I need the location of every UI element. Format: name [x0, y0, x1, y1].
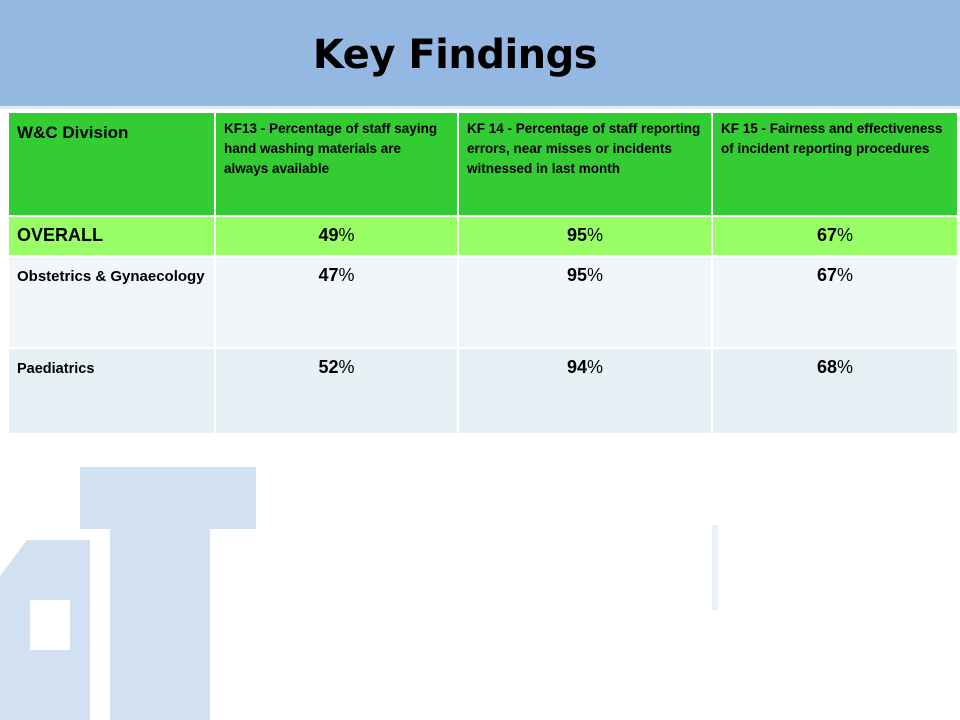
table-row-overall: OVERALL 49% 95% 67%: [9, 217, 957, 255]
value-number: 47: [318, 265, 339, 285]
value-number: 49: [318, 225, 339, 245]
percent-unit: %: [837, 225, 854, 245]
value-cell: 67%: [713, 257, 957, 347]
value-cell: 49%: [216, 217, 457, 255]
value-cell: 52%: [216, 349, 457, 433]
value-number: 95: [566, 225, 587, 245]
percent-unit: %: [338, 225, 355, 245]
percent-unit: %: [837, 265, 854, 285]
value-number: 67: [816, 225, 837, 245]
table-row-obstetrics: Obstetrics & Gynaecology 47% 95% 67%: [9, 257, 957, 347]
row-label: Paediatrics: [9, 349, 214, 433]
value-number: 95: [566, 265, 587, 285]
header-kf13: KF13 - Percentage of staff saying hand w…: [216, 113, 457, 215]
header-division: W&C Division: [9, 113, 214, 215]
value-cell: 95%: [459, 217, 711, 255]
percent-unit: %: [587, 225, 604, 245]
value-cell: 95%: [459, 257, 711, 347]
header-kf15: KF 15 - Fairness and effectiveness of in…: [713, 113, 957, 215]
page-title: Key Findings: [312, 32, 598, 78]
row-label: Obstetrics & Gynaecology: [9, 257, 214, 347]
banner-divider: [0, 106, 960, 109]
table-header-row: W&C Division KF13 - Percentage of staff …: [9, 113, 957, 215]
value-number: 52: [318, 357, 339, 377]
percent-unit: %: [587, 265, 604, 285]
percent-unit: %: [837, 357, 854, 377]
value-number: 94: [566, 357, 587, 377]
percent-unit: %: [338, 265, 355, 285]
percent-unit: %: [338, 357, 355, 377]
table-row-paediatrics: Paediatrics 52% 94% 68%: [9, 349, 957, 433]
key-findings-table: W&C Division KF13 - Percentage of staff …: [7, 111, 959, 435]
percent-unit: %: [587, 357, 604, 377]
row-label: OVERALL: [9, 217, 214, 255]
value-number: 68: [816, 357, 837, 377]
value-cell: 94%: [459, 349, 711, 433]
value-cell: 67%: [713, 217, 957, 255]
value-cell: 47%: [216, 257, 457, 347]
title-banner: [0, 0, 960, 109]
value-cell: 68%: [713, 349, 957, 433]
value-number: 67: [816, 265, 837, 285]
header-kf14: KF 14 - Percentage of staff reporting er…: [459, 113, 711, 215]
